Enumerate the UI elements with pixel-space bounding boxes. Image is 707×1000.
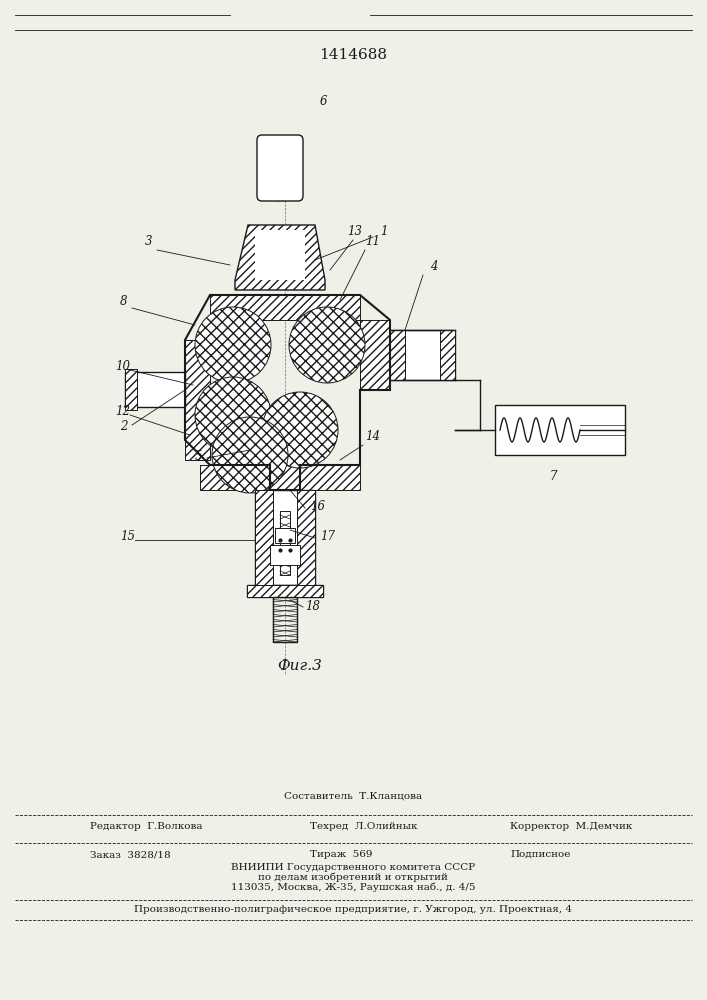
Text: Заказ  3828/18: Заказ 3828/18 bbox=[90, 850, 170, 859]
Text: ВНИИПИ Государственного комитета СССР: ВНИИПИ Государственного комитета СССР bbox=[231, 863, 475, 872]
Text: 16: 16 bbox=[310, 500, 325, 513]
Bar bbox=[360, 320, 390, 390]
Bar bbox=[125, 372, 185, 407]
Text: Фиг.3: Фиг.3 bbox=[278, 659, 322, 673]
Bar bbox=[440, 330, 455, 380]
Text: 10: 10 bbox=[115, 360, 130, 373]
Text: 2: 2 bbox=[120, 420, 127, 433]
Circle shape bbox=[289, 307, 365, 383]
Text: Тираж  569: Тираж 569 bbox=[310, 850, 373, 859]
Text: 12: 12 bbox=[115, 405, 130, 418]
Bar bbox=[390, 330, 455, 380]
Bar bbox=[275, 528, 295, 543]
Circle shape bbox=[262, 392, 338, 468]
Bar bbox=[255, 230, 305, 280]
Text: 7: 7 bbox=[550, 470, 558, 483]
Circle shape bbox=[195, 307, 271, 383]
Text: Производственно-полиграфическое предприятие, г. Ужгород, ул. Проектная, 4: Производственно-полиграфическое предприя… bbox=[134, 905, 572, 914]
Text: 11: 11 bbox=[365, 235, 380, 248]
Bar bbox=[280, 511, 290, 575]
Text: Техред  Л.Олийнык: Техред Л.Олийнык bbox=[310, 822, 418, 831]
FancyBboxPatch shape bbox=[257, 135, 303, 201]
Text: Подписное: Подписное bbox=[510, 850, 571, 859]
Bar bbox=[185, 340, 210, 460]
Text: 8: 8 bbox=[120, 295, 127, 308]
Text: 4: 4 bbox=[430, 260, 438, 273]
Bar bbox=[255, 490, 273, 585]
Circle shape bbox=[195, 377, 271, 453]
Bar bbox=[276, 196, 284, 200]
Text: 14: 14 bbox=[365, 430, 380, 443]
Text: 1414688: 1414688 bbox=[319, 48, 387, 62]
Text: 113035, Москва, Ж-35, Раушская наб., д. 4/5: 113035, Москва, Ж-35, Раушская наб., д. … bbox=[230, 882, 475, 892]
Bar bbox=[273, 597, 297, 642]
Text: 5: 5 bbox=[195, 450, 202, 463]
Bar bbox=[247, 585, 323, 597]
Text: 17: 17 bbox=[320, 530, 335, 543]
Bar bbox=[300, 465, 360, 490]
Bar bbox=[247, 585, 323, 597]
Text: Составитель  Т.Кланцова: Составитель Т.Кланцова bbox=[284, 792, 422, 801]
Bar bbox=[200, 465, 300, 490]
Bar bbox=[297, 490, 315, 585]
Bar bbox=[210, 295, 360, 320]
Text: 3: 3 bbox=[145, 235, 153, 248]
Bar bbox=[495, 405, 625, 455]
Polygon shape bbox=[235, 225, 325, 290]
Circle shape bbox=[212, 417, 288, 493]
Text: 1: 1 bbox=[380, 225, 387, 238]
Bar bbox=[390, 330, 405, 380]
Bar bbox=[270, 545, 300, 565]
Text: 13: 13 bbox=[347, 225, 362, 238]
Bar bbox=[255, 490, 315, 585]
Text: по делам изобретений и открытий: по делам изобретений и открытий bbox=[258, 872, 448, 882]
Text: 15: 15 bbox=[120, 530, 135, 543]
Text: Корректор  М.Демчик: Корректор М.Демчик bbox=[510, 822, 632, 831]
Text: 6: 6 bbox=[320, 95, 327, 108]
Text: 18: 18 bbox=[305, 600, 320, 613]
Bar bbox=[125, 369, 137, 410]
Text: Редактор  Г.Волкова: Редактор Г.Волкова bbox=[90, 822, 202, 831]
